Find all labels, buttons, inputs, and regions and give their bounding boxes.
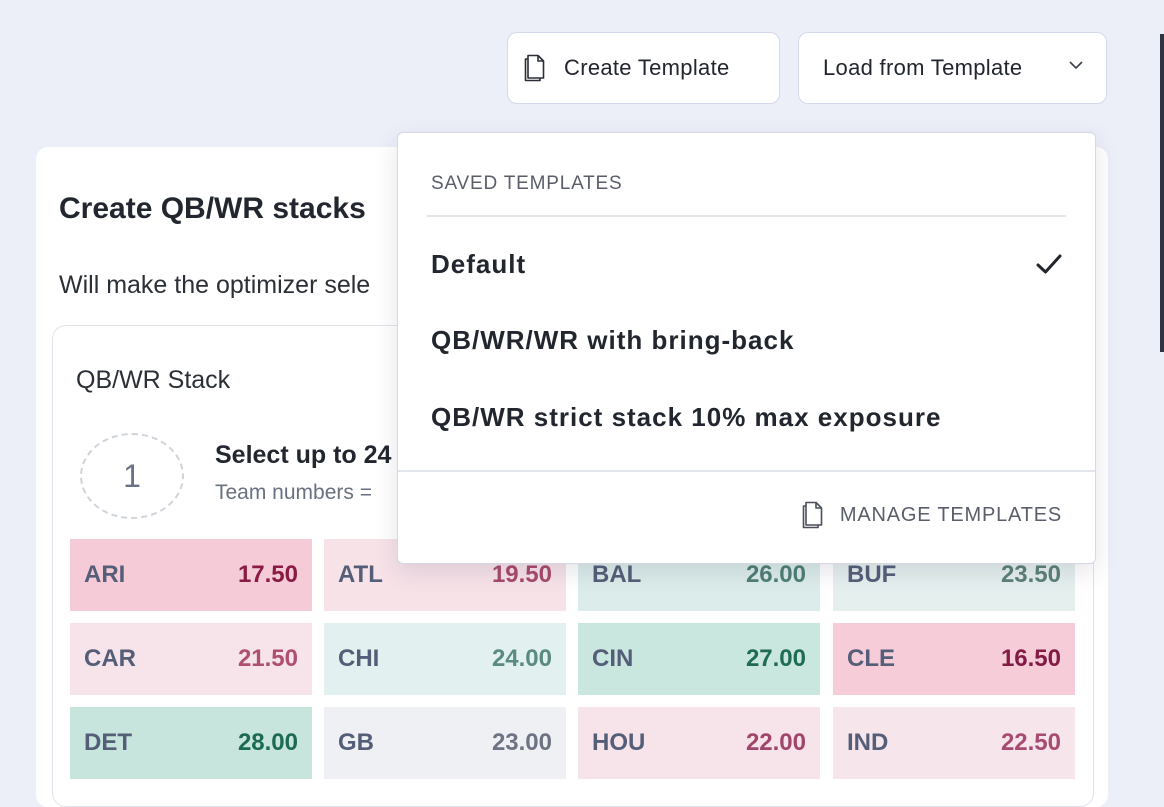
team-cell-cle[interactable]: CLE 16.50: [833, 623, 1075, 695]
create-template-button[interactable]: Create Template: [507, 32, 780, 104]
team-numbers-note: Team numbers =: [215, 481, 372, 504]
dropdown-header: SAVED TEMPLATES: [431, 173, 623, 194]
create-template-label: Create Template: [564, 55, 730, 80]
template-item-qb-wr-strict-stack[interactable]: QB/WR strict stack 10% max exposure: [431, 394, 1062, 440]
team-abbr: BAL: [592, 561, 642, 588]
team-cell-car[interactable]: CAR 21.50: [70, 623, 312, 695]
team-value: 26.00: [745, 561, 806, 588]
team-value: 23.50: [1000, 561, 1061, 588]
template-item-default[interactable]: Default: [431, 241, 1062, 287]
card-title: Create QB/WR stacks: [59, 192, 366, 225]
team-abbr: IND: [847, 729, 889, 756]
chevron-down-icon: [1069, 61, 1083, 70]
team-value: 17.50: [237, 561, 298, 588]
team-value: 22.00: [745, 729, 806, 756]
team-value: 22.50: [1000, 729, 1061, 756]
team-value: 27.00: [745, 645, 806, 672]
team-abbr: ARI: [84, 561, 126, 588]
card-description: Will make the optimizer sele: [59, 271, 371, 299]
dropdown-footer-divider: [398, 470, 1095, 472]
team-abbr: ATL: [338, 561, 383, 588]
team-cell-gb[interactable]: GB 23.00: [324, 707, 566, 779]
team-value: 23.00: [491, 729, 552, 756]
team-value: 28.00: [237, 729, 298, 756]
document-icon: [524, 54, 545, 82]
team-value: 16.50: [1000, 645, 1061, 672]
team-abbr: CIN: [592, 645, 634, 672]
template-item-label: QB/WR strict stack 10% max exposure: [431, 401, 942, 432]
team-abbr: HOU: [592, 729, 646, 756]
team-cell-ari[interactable]: ARI 17.50: [70, 539, 312, 611]
template-item-label: Default: [431, 248, 527, 279]
team-abbr: GB: [338, 729, 374, 756]
team-cell-atl[interactable]: ATL 19.50: [324, 539, 566, 611]
team-cell-ind[interactable]: IND 22.50: [833, 707, 1075, 779]
team-abbr: BUF: [847, 561, 897, 588]
manage-templates-label: MANAGE TEMPLATES: [839, 503, 1062, 526]
select-instruction: Select up to 24: [215, 441, 392, 469]
load-from-template-button[interactable]: Load from Template: [798, 32, 1107, 104]
load-template-label: Load from Template: [823, 55, 1023, 80]
team-value: 19.50: [491, 561, 552, 588]
team-value: 24.00: [491, 645, 552, 672]
manage-templates-button[interactable]: MANAGE TEMPLATES: [802, 501, 1062, 529]
team-abbr: DET: [84, 729, 132, 756]
document-icon: [802, 501, 823, 529]
scrollbar-thumb[interactable]: [1160, 34, 1164, 352]
stack-number-badge[interactable]: 1: [80, 433, 184, 519]
team-cell-cin[interactable]: CIN 27.00: [578, 623, 820, 695]
template-item-qb-wr-wr-bring-back[interactable]: QB/WR/WR with bring-back: [431, 317, 1062, 363]
team-abbr: CHI: [338, 645, 380, 672]
team-cell-det[interactable]: DET 28.00: [70, 707, 312, 779]
team-value: 21.50: [237, 645, 298, 672]
team-abbr: CAR: [84, 645, 136, 672]
dropdown-divider: [427, 215, 1066, 217]
team-abbr: CLE: [847, 645, 895, 672]
team-cell-chi[interactable]: CHI 24.00: [324, 623, 566, 695]
stack-title: QB/WR Stack: [76, 366, 231, 394]
check-icon: [1036, 254, 1062, 274]
templates-dropdown-menu: SAVED TEMPLATES Default QB/WR/WR with br…: [397, 132, 1096, 564]
team-cell-hou[interactable]: HOU 22.00: [578, 707, 820, 779]
template-item-label: QB/WR/WR with bring-back: [431, 324, 795, 355]
